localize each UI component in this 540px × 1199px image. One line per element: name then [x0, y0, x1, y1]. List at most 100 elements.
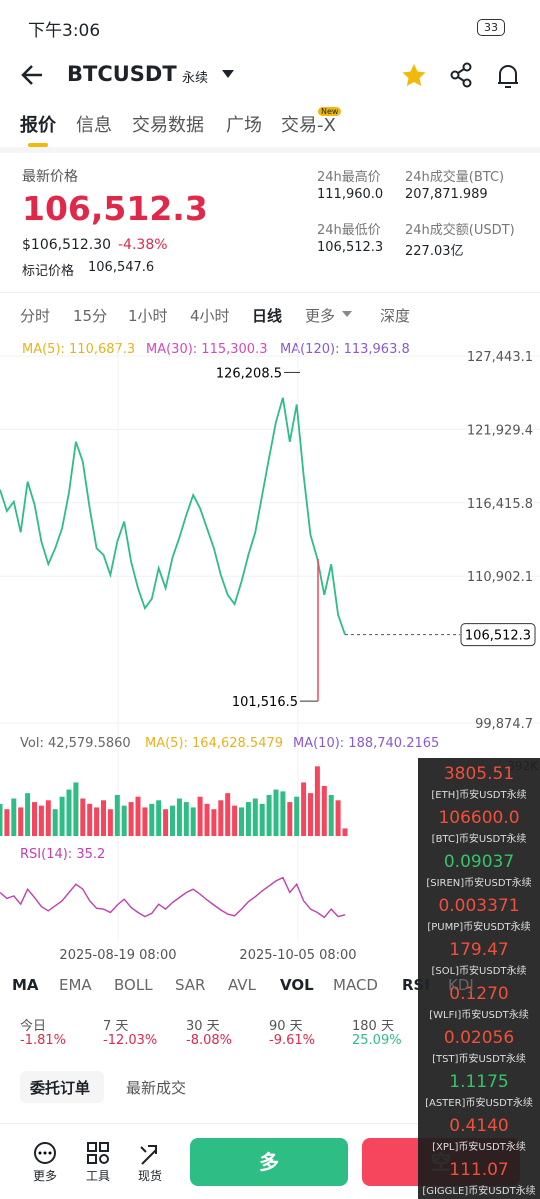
watch-price: 0.1270 [449, 984, 509, 1004]
interval[interactable]: 4小时 [190, 307, 230, 325]
volume-bar [342, 828, 348, 836]
tab[interactable]: 报价 [20, 115, 56, 136]
chart: MA(5): 110,687.3 MA(30): 115,300.3 MA(120)… [0, 336, 540, 963]
bell-icon[interactable] [498, 65, 518, 88]
interval[interactable]: 日线 [252, 307, 283, 325]
indicator-tab[interactable]: EMA [59, 976, 92, 994]
volume-bar [163, 809, 169, 836]
y-tick-label: 110,902.1 [467, 570, 533, 585]
volume-bar [45, 800, 51, 836]
status-time: 下午3:06 [28, 21, 101, 41]
volume-bar [211, 809, 217, 836]
watch-price: 0.09037 [443, 852, 515, 872]
indicator-tab[interactable]: KDJ [448, 976, 474, 994]
watch-price: 0.4140 [449, 1116, 509, 1136]
perf-change: -1.81% [20, 1033, 66, 1048]
x-label: 2025-08-19 08:00 [59, 948, 176, 963]
watch-name[interactable]: [ASTER]币安USDT永续 [425, 1098, 533, 1109]
watch-name[interactable]: [BTC]币安USDT永续 [431, 834, 527, 845]
volume-bar [190, 807, 196, 836]
stat-value: 111,960.0 [317, 187, 384, 202]
volume-legend: MA(5): 164,628.5479 [145, 736, 283, 751]
ma-legend: MA(30): 115,300.3 [146, 342, 267, 357]
tab[interactable]: 广场 [226, 115, 262, 136]
volume-bar [94, 807, 100, 836]
divider [0, 147, 540, 153]
watch-name[interactable]: [SIREN]币安USDT永续 [426, 878, 532, 889]
volume-bar [266, 794, 272, 836]
dropdown [342, 311, 352, 317]
indicator-tab[interactable]: MACD [333, 976, 378, 994]
volume-bar [11, 798, 17, 836]
indicator-tab[interactable]: RSI [402, 976, 430, 994]
watch-name[interactable]: [XPL]币安USDT永续 [432, 1142, 526, 1153]
x-label: 2025-10-05 08:00 [239, 948, 356, 963]
volume-bar [0, 803, 3, 836]
volume-bar [183, 802, 189, 836]
volume-bar [73, 782, 79, 836]
interval[interactable]: 分时 [20, 307, 51, 325]
back-icon[interactable] [21, 65, 42, 85]
dropdown-icon[interactable] [222, 70, 234, 78]
stat-label: 24h最低价 [317, 223, 381, 238]
watch-name[interactable]: [ETH]币安USDT永续 [431, 790, 527, 801]
perf-period: 30 天 [186, 1019, 220, 1034]
spot[interactable]: 现货 [138, 1169, 163, 1183]
volume-bar [245, 802, 251, 836]
volume-bar [321, 786, 327, 836]
bottom-icons [34, 1142, 157, 1165]
watch-name[interactable]: [PUMP]币安USDT永续 [427, 922, 531, 933]
more[interactable]: 更多 [33, 1169, 58, 1183]
interval[interactable]: 15分 [73, 307, 108, 325]
volume-bar [101, 800, 106, 836]
order-tab[interactable]: 最新成交 [126, 1079, 187, 1097]
tab[interactable]: 交易数据 [132, 115, 204, 136]
tab[interactable]: 信息 [76, 115, 112, 136]
interval[interactable]: 深度 [380, 307, 411, 325]
order-tab[interactable]: 委托订单 [30, 1079, 91, 1097]
price-line [0, 397, 346, 635]
tools[interactable]: 工具 [86, 1169, 111, 1183]
high-label: 126,208.5 [216, 366, 282, 381]
perf-change: -8.08% [186, 1033, 232, 1048]
volume-bar [239, 807, 244, 836]
tab[interactable]: 交易-X [281, 115, 336, 136]
volume-bar [38, 805, 44, 836]
rsi-line [0, 876, 346, 919]
volume-bar [232, 805, 238, 836]
interval[interactable]: 1小时 [128, 307, 168, 325]
perf-change: -12.03% [103, 1033, 158, 1048]
watch-price: 106600.0 [438, 808, 520, 828]
volume-bar [252, 798, 258, 836]
perf-period: 今日 [20, 1019, 47, 1034]
watch-name[interactable]: [GIGGLE]币安USDT永续 [422, 1186, 536, 1197]
volume-bar [135, 796, 141, 836]
indicator-tab[interactable]: VOL [280, 976, 314, 994]
stat-label: 24h成交额(USDT) [405, 223, 515, 238]
volume-bar [176, 798, 182, 836]
interval[interactable]: 更多 [305, 307, 336, 325]
volume-bar [32, 802, 37, 836]
header-icons [21, 62, 518, 88]
share-icon[interactable] [450, 62, 472, 88]
star-icon[interactable] [402, 64, 426, 86]
indicator-tab[interactable]: MA [12, 976, 39, 994]
stat-value: 106,512.3 [317, 240, 384, 255]
volume-bar [308, 793, 313, 836]
indicator-tab[interactable]: BOLL [114, 976, 153, 994]
watch-name[interactable]: [WLFI]币安USDT永续 [429, 1010, 529, 1021]
usd-price: $106,512.30 [22, 237, 112, 253]
watch-name[interactable]: [TST]币安USDT永续 [432, 1054, 526, 1065]
volume-bar [273, 789, 279, 836]
ma-legend: MA(120): 113,963.8 [280, 342, 410, 357]
watch-name[interactable]: [SOL]币安USDT永续 [431, 966, 527, 977]
indicator-tab[interactable]: AVL [228, 976, 256, 994]
perf-period: 180 天 [352, 1019, 394, 1034]
volume-bar [335, 800, 341, 836]
indicator-tab[interactable]: SAR [175, 976, 206, 994]
watch-price: 0.003371 [438, 896, 520, 916]
long-button[interactable]: 多 [190, 1138, 348, 1186]
volume-bar [4, 809, 10, 836]
volume-bar [114, 794, 120, 836]
